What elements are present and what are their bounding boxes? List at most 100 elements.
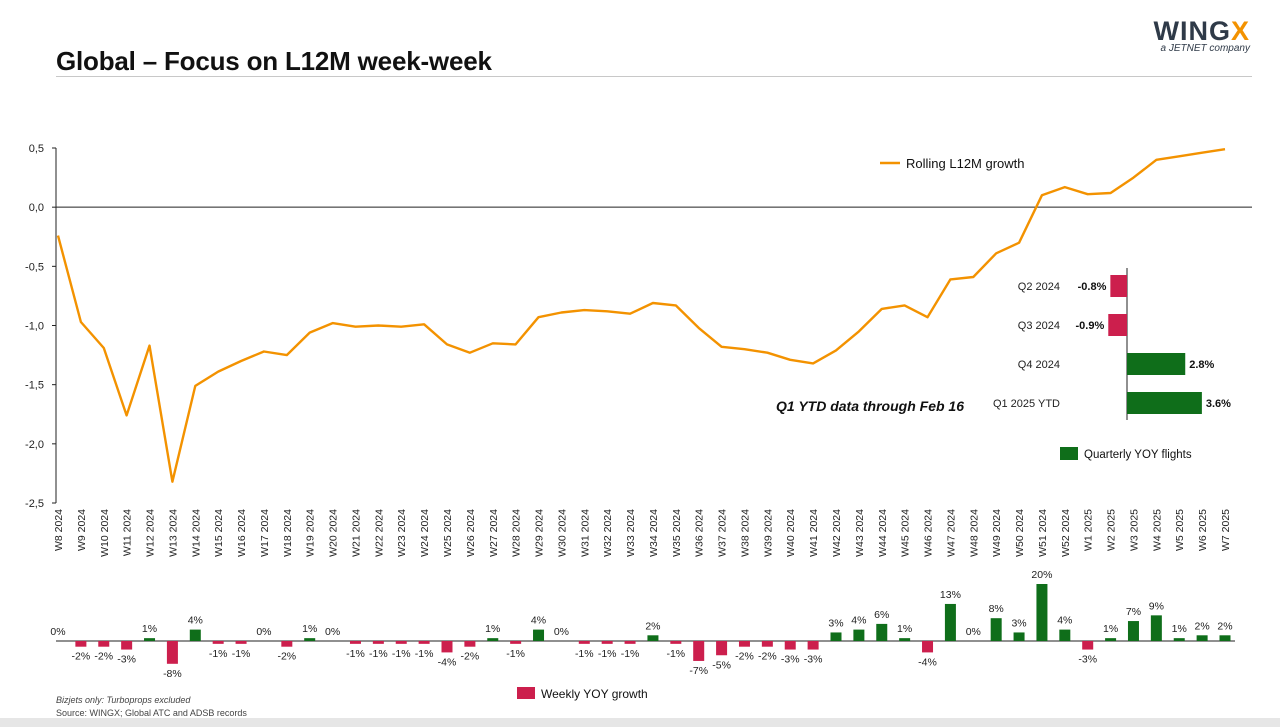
weekly-data-label: 0%	[966, 626, 981, 638]
quarterly-annotation: Q1 YTD data through Feb 16	[776, 398, 964, 414]
x-tick-label: W1 2025	[1083, 509, 1095, 551]
weekly-bar	[944, 603, 956, 641]
series-line-rolling-l12m	[56, 148, 1226, 483]
weekly-data-label: -3%	[781, 654, 800, 666]
weekly-data-label: 6%	[874, 609, 889, 621]
weekly-data-label: 20%	[1031, 569, 1052, 581]
weekly-bar	[1036, 584, 1048, 641]
quarterly-bar	[1110, 275, 1127, 297]
x-tick-label: W16 2024	[236, 509, 248, 557]
y-tick-label: -2,5	[25, 498, 44, 510]
weekly-bar	[761, 641, 773, 647]
weekly-bar	[1013, 632, 1025, 641]
weekly-bar	[166, 641, 178, 664]
x-tick-label: W41 2024	[808, 509, 820, 557]
source-note: Source: WINGX; Global ATC and ADSB recor…	[56, 708, 247, 718]
y-tick-label: -2,0	[25, 439, 44, 451]
weekly-bar	[830, 632, 842, 641]
weekly-data-label: 3%	[828, 617, 843, 629]
footnote: Bizjets only: Turboprops excluded	[56, 695, 191, 705]
x-tick-label: W15 2024	[213, 509, 225, 557]
weekly-data-label: -1%	[506, 648, 525, 660]
weekly-bar	[601, 641, 613, 644]
legend-label-rolling: Rolling L12M growth	[906, 156, 1025, 171]
quarterly-data-label: -0.8%	[1078, 281, 1107, 293]
x-tick-label: W11 2024	[122, 509, 134, 556]
weekly-data-label: -2%	[277, 651, 296, 663]
x-tick-label: W14 2024	[190, 509, 202, 557]
x-tick-label: W24 2024	[419, 509, 431, 557]
weekly-data-label: 4%	[1057, 615, 1072, 627]
weekly-data-label: -3%	[1078, 654, 1097, 666]
weekly-data-label: -1%	[369, 648, 388, 660]
x-tick-label: W17 2024	[259, 509, 271, 557]
weekly-bar	[189, 629, 201, 641]
x-tick-label: W2 2025	[1106, 509, 1118, 551]
quarterly-category-label: Q4 2024	[1018, 359, 1060, 371]
weekly-bar	[990, 618, 1002, 641]
weekly-bar	[738, 641, 750, 647]
x-tick-label: W20 2024	[328, 509, 340, 557]
x-tick-label: W9 2024	[76, 509, 88, 551]
weekly-data-label: -3%	[804, 654, 823, 666]
legend-label-weekly: Weekly YOY growth	[541, 687, 648, 701]
weekly-data-label: -4%	[918, 656, 937, 668]
weekly-bar	[922, 641, 934, 653]
x-tick-label: W27 2024	[488, 509, 500, 557]
legend-label-quarterly: Quarterly YOY flights	[1084, 449, 1192, 461]
weekly-bar	[784, 641, 796, 650]
x-tick-label: W22 2024	[373, 509, 385, 557]
x-tick-label: W33 2024	[625, 509, 637, 557]
x-tick-label: W43 2024	[854, 509, 866, 557]
weekly-bar	[144, 638, 156, 641]
x-tick-label: W19 2024	[305, 509, 317, 557]
x-tick-label: W18 2024	[282, 509, 294, 557]
weekly-bar	[1219, 635, 1231, 641]
weekly-data-label: 4%	[531, 615, 546, 627]
weekly-bar	[624, 641, 636, 644]
weekly-data-label: 0%	[554, 626, 569, 638]
weekly-data-label: 0%	[325, 626, 340, 638]
weekly-data-label: -2%	[758, 651, 777, 663]
weekly-data-label: 7%	[1126, 606, 1141, 618]
weekly-bar	[853, 629, 865, 641]
x-tick-label: W45 2024	[900, 509, 912, 557]
weekly-data-label: 8%	[989, 603, 1004, 615]
weekly-bar	[578, 641, 590, 644]
y-tick-label: 0,0	[29, 202, 44, 214]
x-tick-label: W51 2024	[1037, 509, 1049, 557]
quarterly-bar	[1127, 392, 1202, 414]
weekly-data-label: -5%	[712, 659, 731, 671]
weekly-data-label: -1%	[415, 648, 434, 660]
x-tick-label: W31 2024	[579, 509, 591, 557]
x-tick-label: W10 2024	[99, 509, 111, 557]
weekly-data-label: 3%	[1011, 617, 1026, 629]
x-tick-label: W29 2024	[534, 509, 546, 557]
title-divider	[56, 76, 1252, 77]
x-tick-label: W26 2024	[465, 509, 477, 557]
weekly-bar	[75, 641, 87, 647]
x-tick-label: W12 2024	[145, 509, 157, 557]
weekly-bar	[899, 638, 911, 641]
weekly-data-label: -8%	[163, 668, 182, 680]
x-tick-label: W6 2025	[1197, 509, 1209, 551]
weekly-bar	[395, 641, 407, 644]
x-tick-label: W8 2024	[53, 509, 65, 551]
weekly-data-label: 1%	[1172, 623, 1187, 635]
weekly-data-label: 0%	[50, 626, 65, 638]
weekly-data-label: -3%	[117, 654, 136, 666]
weekly-bar	[212, 641, 224, 644]
quarterly-bar	[1127, 353, 1186, 375]
weekly-bar	[1059, 629, 1071, 641]
weekly-data-label: 1%	[142, 623, 157, 635]
legend-swatch-weekly	[517, 687, 535, 699]
weekly-bar	[807, 641, 819, 650]
quarterly-bar	[1108, 314, 1127, 336]
weekly-bar	[693, 641, 705, 661]
y-tick-label: -1,0	[25, 321, 44, 333]
weekly-data-label: 1%	[1103, 623, 1118, 635]
x-tick-label: W46 2024	[923, 509, 935, 557]
weekly-bar	[1105, 638, 1117, 641]
x-tick-label: W52 2024	[1060, 509, 1072, 557]
weekly-data-label: 13%	[940, 589, 961, 601]
